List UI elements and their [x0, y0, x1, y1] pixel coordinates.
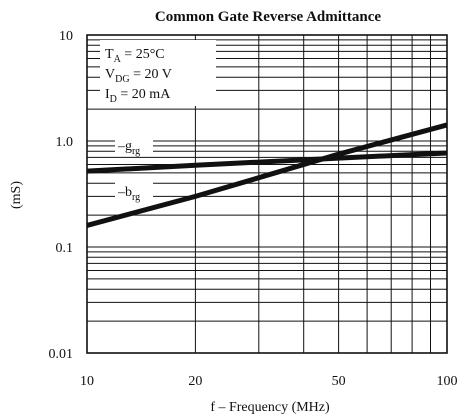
y-tick-label: 1.0 [56, 135, 74, 150]
condition-text: VDG = 20 V [105, 67, 172, 85]
y-tick-label: 0.1 [56, 241, 74, 256]
y-tick-label: 10 [59, 29, 73, 44]
x-tick-label: 50 [332, 374, 346, 389]
y-tick-label: 0.01 [49, 347, 74, 362]
series-curves [86, 122, 448, 228]
x-tick-label: 100 [437, 374, 458, 389]
series-label-background [115, 136, 153, 156]
series-label-1: –grg [117, 139, 140, 157]
condition-text: ID = 20 mA [105, 87, 171, 105]
x-tick-label: 10 [80, 374, 94, 389]
series-label-2: –brg [117, 185, 140, 203]
condition-text: TA = 25°C [105, 47, 165, 65]
conditions-background [100, 40, 216, 106]
plot-frame [86, 34, 448, 354]
chart-title: Common Gate Reverse Admittance [155, 9, 382, 25]
y-axis-label: (mS) [9, 181, 24, 209]
test-conditions: TA = 25°C VDG = 20 V ID = 20 mA [100, 40, 216, 106]
y-tick-labels: 0.01 0.1 1.0 10 [49, 29, 74, 362]
series-line-1 [86, 150, 448, 174]
x-tick-label: 20 [188, 374, 202, 389]
series-label-background [115, 182, 153, 202]
series-labels: –grg –brg [115, 136, 153, 203]
x-tick-labels: 10 20 50 100 [80, 374, 458, 389]
x-axis-label: f – Frequency (MHz) [210, 400, 330, 415]
series-line-2 [86, 122, 448, 228]
